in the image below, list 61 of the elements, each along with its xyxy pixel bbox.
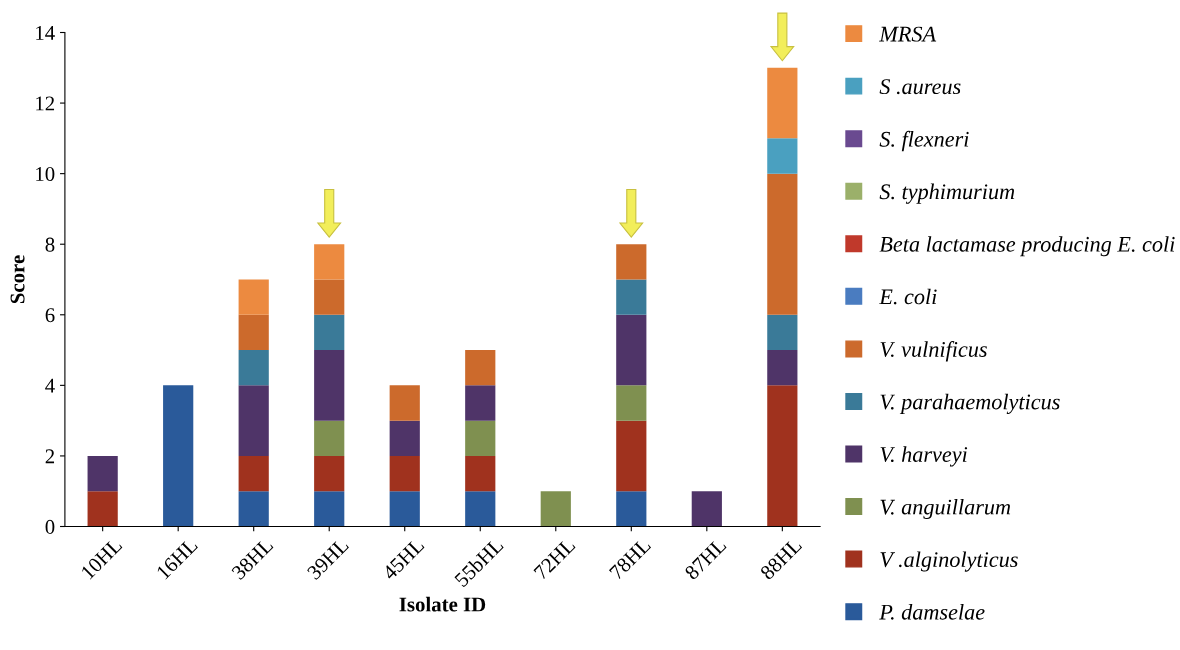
bar (238, 455, 269, 492)
bar (163, 385, 194, 527)
bar (314, 455, 345, 492)
legend-label: V .alginolyticus (880, 551, 1018, 572)
legend-label: P. damselae (879, 604, 985, 620)
y-tick-label: 4 (45, 378, 55, 393)
bar (389, 385, 420, 421)
y-tick-label: 2 (45, 449, 55, 464)
bar (616, 279, 647, 315)
legend-label: S. flexneri (879, 130, 969, 152)
bar (767, 173, 798, 315)
bar (691, 491, 722, 527)
bar (238, 279, 269, 315)
bar (238, 491, 269, 527)
bar (767, 385, 798, 527)
bar (238, 385, 269, 456)
legend-label: MRSA (879, 26, 937, 42)
bar (465, 385, 496, 421)
bar (616, 491, 647, 527)
bar (767, 350, 798, 386)
bar (616, 385, 647, 421)
bar (314, 244, 345, 280)
x-axis-title: Isolate ID (399, 596, 486, 612)
bar (238, 350, 269, 386)
bar (616, 314, 647, 386)
bar (389, 455, 420, 492)
bar (616, 420, 647, 492)
bar (87, 491, 118, 527)
bar (465, 455, 496, 492)
legend-label: E. coli (879, 288, 937, 305)
y-axis-title: Score (10, 255, 25, 304)
bar (314, 279, 345, 315)
y-tick-label: 14 (36, 25, 55, 40)
bar (238, 314, 269, 351)
bar (616, 244, 647, 280)
legend-label: S .aureus (879, 79, 961, 95)
legend-label: V. anguillarum (880, 498, 1011, 520)
bar (465, 491, 496, 527)
bar (389, 420, 420, 456)
legend-label: Beta lactamase producing E. coli (879, 236, 1175, 257)
y-tick-label: 8 (45, 237, 55, 252)
bar (767, 67, 798, 139)
bar (314, 491, 345, 527)
bar (314, 350, 345, 421)
legend-label: S. typhimurium (879, 183, 1015, 204)
bar (767, 138, 798, 174)
legend-label: V. harveyi (880, 446, 968, 467)
y-tick-label: 10 (36, 167, 55, 182)
bar (389, 491, 420, 527)
bar (540, 491, 571, 527)
bar (314, 314, 345, 351)
bar (87, 455, 118, 492)
bar (465, 420, 496, 456)
y-tick-label: 12 (36, 96, 55, 111)
y-tick-label: 0 (45, 519, 55, 534)
legend-label: V. parahaemolyticus (880, 393, 1060, 414)
bar (767, 314, 798, 351)
y-tick-label: 6 (45, 308, 55, 323)
legend-label: V. vulnificus (880, 341, 987, 362)
bar (314, 420, 345, 456)
bar (465, 350, 496, 386)
